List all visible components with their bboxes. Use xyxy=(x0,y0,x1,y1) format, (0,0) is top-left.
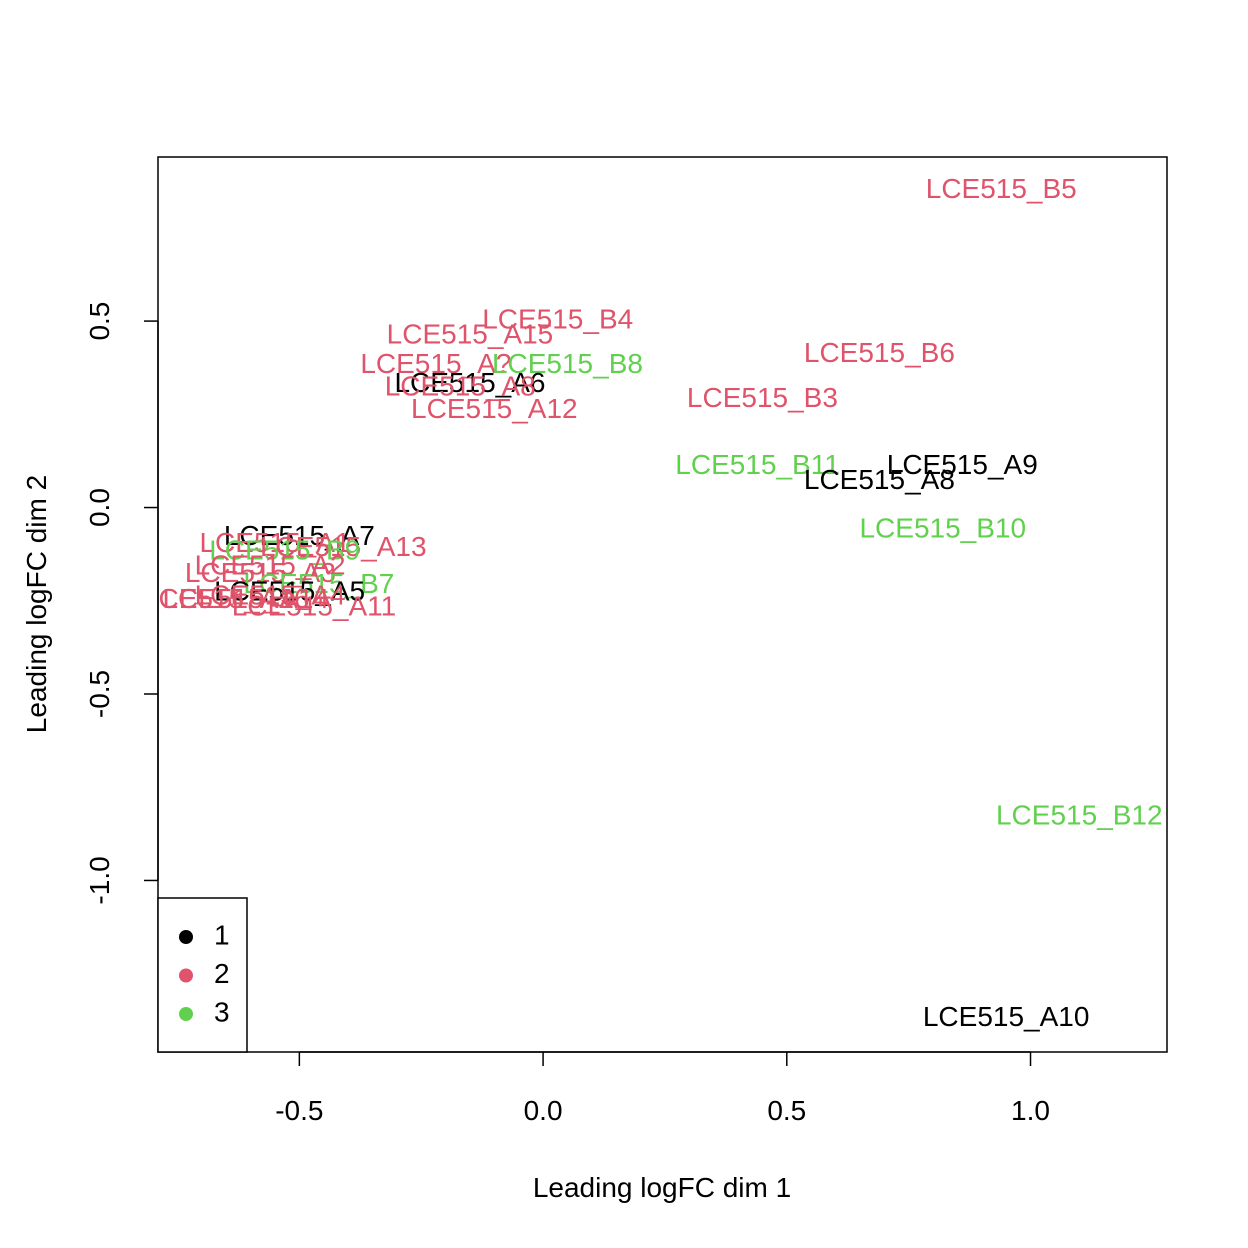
y-tick-label: -0.5 xyxy=(84,670,115,718)
point-label: LCE515_A8 xyxy=(804,464,955,495)
point-label: LCE515_B11 xyxy=(675,449,840,480)
point-label: LCE515_A7 xyxy=(224,520,375,551)
legend-box xyxy=(157,897,248,1053)
x-tick-label: 1.0 xyxy=(1011,1095,1050,1126)
point-label: LCE515_A16 xyxy=(143,583,310,614)
legend-label: 1 xyxy=(214,919,230,950)
point-label: LCE515_A11 xyxy=(232,591,397,622)
point-label: LCE515_B3 xyxy=(687,382,838,413)
point-label: LCE515_A3 xyxy=(185,557,336,588)
x-axis-title: Leading logFC dim 1 xyxy=(533,1172,791,1203)
legend-label: 3 xyxy=(214,996,230,1027)
legend-marker xyxy=(179,930,193,944)
point-label: LCE515_A? xyxy=(360,348,511,379)
point-label: LCE515_A1 xyxy=(199,527,350,558)
x-tick-label: 0.0 xyxy=(524,1095,563,1126)
y-tick-label: 0.5 xyxy=(84,302,115,341)
point-label: LCE515_A8 xyxy=(385,371,536,402)
legend: 1 2 3 xyxy=(157,897,248,1053)
point-label: LCE515_B8 xyxy=(492,348,643,379)
legend-marker xyxy=(179,1007,193,1021)
y-axis: 0.5 0.0 -0.5 -1.0 xyxy=(84,302,159,905)
y-axis-title: Leading logFC dim 2 xyxy=(21,475,52,733)
point-label: LCE515_A6 xyxy=(394,367,545,398)
x-tick-label: -0.5 xyxy=(275,1095,323,1126)
point-label: LCE515_A5 xyxy=(214,576,365,607)
point-label: LCE515_A15 xyxy=(387,318,554,349)
point-label: LCE515_A12 xyxy=(411,393,578,424)
legend-marker xyxy=(179,968,193,983)
point-label: LCE515_B7 xyxy=(243,568,394,599)
y-tick-label: 0.0 xyxy=(84,488,115,527)
x-axis: -0.5 0.0 0.5 1.0 xyxy=(275,1051,1050,1126)
point-label: LCE515_B9 xyxy=(209,535,360,566)
point-label: LCE515_B12 xyxy=(996,799,1163,830)
point-label: LCE515_A9 xyxy=(887,449,1038,480)
point-label: LCE515_A13 xyxy=(260,531,427,562)
point-label: LCE515_A2 xyxy=(195,550,346,581)
point-label: LCE515_A10 xyxy=(923,1001,1090,1032)
point-label: LCE515_A4 xyxy=(195,579,346,610)
y-tick-label: -1.0 xyxy=(84,856,115,904)
point-label: LCE515_B5 xyxy=(926,173,1077,204)
point-label: LCE515_B10 xyxy=(859,512,1026,543)
legend-label: 2 xyxy=(214,958,230,989)
x-tick-label: 0.5 xyxy=(767,1095,806,1126)
point-label: LCE515_A14 xyxy=(162,583,329,614)
point-label: LCE515_B4 xyxy=(482,303,633,334)
point-label: LCE515_B6 xyxy=(804,337,955,368)
